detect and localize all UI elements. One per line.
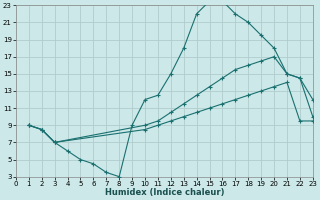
X-axis label: Humidex (Indice chaleur): Humidex (Indice chaleur) bbox=[105, 188, 224, 197]
